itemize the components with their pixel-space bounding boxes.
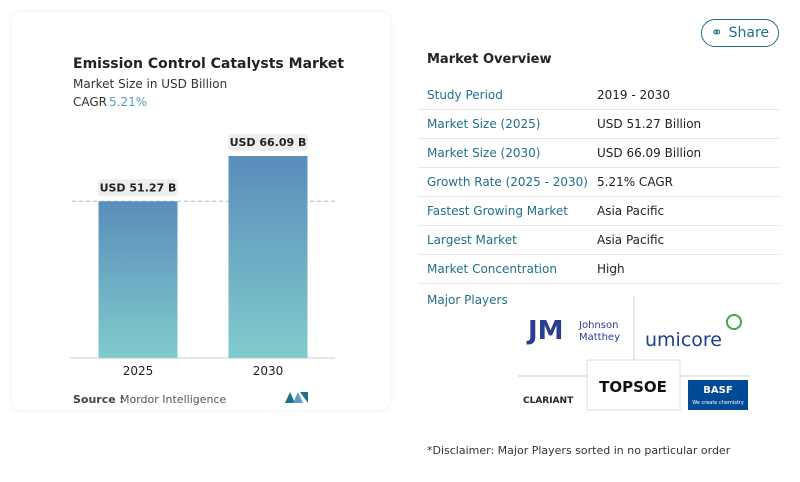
chart-subtitle: Market Size in USD Billion xyxy=(73,77,227,91)
x-tick-label: 2025 xyxy=(123,364,154,378)
overview-title: Market Overview xyxy=(427,52,552,67)
x-tick-label: 2030 xyxy=(253,364,284,378)
overview-row: Market Concentration High xyxy=(418,254,780,284)
bar xyxy=(98,201,178,358)
cagr-label: CAGR xyxy=(73,95,107,109)
logo-umicore-mark xyxy=(726,314,742,330)
overview-row: Market Size (2030) USD 66.09 Billion xyxy=(418,138,780,168)
source-label: Source : xyxy=(73,393,124,406)
row-label: Largest Market xyxy=(427,232,517,247)
row-label: Market Concentration xyxy=(427,261,557,276)
share-button[interactable]: ⚭ Share xyxy=(701,19,779,47)
value-label: USD 66.09 B xyxy=(230,136,307,149)
logo-jm-name: Matthey xyxy=(579,332,620,343)
value-label-bg xyxy=(98,179,178,197)
row-value: Asia Pacific xyxy=(597,203,665,218)
row-value: USD 51.27 Billion xyxy=(597,116,702,131)
logo-umicore: umicore xyxy=(645,329,722,351)
source: Mordor Intelligence xyxy=(120,393,227,406)
cagr-value: 5.21% xyxy=(109,95,147,109)
overview-row: Market Size (2025) USD 51.27 Billion xyxy=(418,109,780,139)
share-icon: ⚭ xyxy=(710,25,723,41)
overview-row: Largest Market Asia Pacific xyxy=(418,225,780,255)
chart-title: Emission Control Catalysts Market xyxy=(73,56,344,72)
source-logo xyxy=(285,392,308,403)
row-value: High xyxy=(597,261,625,276)
overview-row: Growth Rate (2025 - 2030) 5.21% CAGR xyxy=(418,167,780,197)
bar xyxy=(228,156,308,358)
row-value: 5.21% CAGR xyxy=(597,174,673,189)
overview-row: Fastest Growing Market Asia Pacific xyxy=(418,196,780,226)
overview-row: Study Period 2019 - 2030 xyxy=(418,80,780,110)
row-value: USD 66.09 Billion xyxy=(597,145,702,160)
logo-clariant: CLARIANT xyxy=(523,396,574,406)
players-title: Major Players xyxy=(427,293,508,307)
logo-box xyxy=(688,380,748,410)
disclaimer: *Disclaimer: Major Players sorted in no … xyxy=(427,444,731,457)
logo-basf-tagline: We create chemistry xyxy=(692,400,744,406)
row-label: Market Size (2030) xyxy=(427,145,541,160)
row-label: Study Period xyxy=(427,87,503,102)
value-label-bg xyxy=(228,134,308,151)
share-label: Share xyxy=(728,25,770,41)
row-value: 2019 - 2030 xyxy=(597,87,671,102)
chart-card xyxy=(12,12,390,410)
row-label: Market Size (2025) xyxy=(427,116,541,131)
logo-topsoe: TOPSOE xyxy=(599,378,667,396)
row-label: Growth Rate (2025 - 2030) xyxy=(427,174,588,189)
row-label: Fastest Growing Market xyxy=(427,203,569,218)
logo-box xyxy=(586,359,681,411)
row-value: Asia Pacific xyxy=(597,232,665,247)
value-label: USD 51.27 B xyxy=(100,181,177,194)
logo-jm-name: Johnson xyxy=(578,320,618,331)
logo-jm: JM xyxy=(526,316,564,346)
logo-basf: BASF xyxy=(703,385,732,396)
